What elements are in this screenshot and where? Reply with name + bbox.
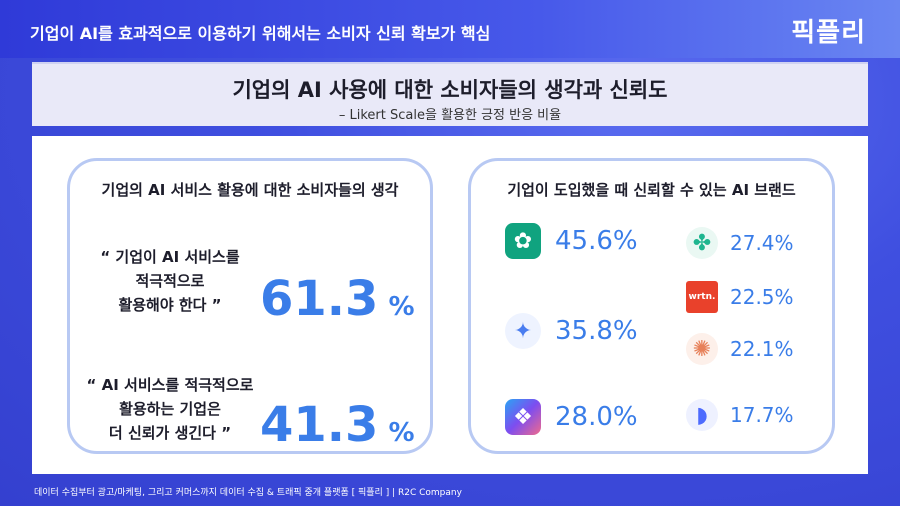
quote-1: “ 기업이 AI 서비스를 적극적으로 활용해야 한다 ”: [70, 245, 270, 317]
quote-line: 활용하는 기업은: [119, 400, 221, 418]
brand-value: 27.4%: [730, 231, 794, 255]
brand-value: 45.6%: [555, 226, 638, 256]
brand-value: 22.5%: [730, 285, 794, 309]
stat-value-2: 41.3%: [260, 397, 415, 453]
top-bar: 기업이 AI를 효과적으로 이용하기 위해서는 소비자 신뢰 확보가 핵심 픽플…: [0, 0, 900, 58]
chatgpt-logo-icon: ✿: [505, 223, 541, 259]
stat-value-1: 61.3%: [260, 271, 415, 327]
brand-logo: 픽플리: [791, 18, 866, 48]
page-title: 기업이 AI를 효과적으로 이용하기 위해서는 소비자 신뢰 확보가 핵심: [30, 24, 491, 43]
brand-item-wrtn: wrtn. 22.5%: [686, 281, 794, 313]
stat-unit: %: [388, 292, 415, 322]
quote-line: 적극적으로: [135, 272, 205, 290]
footer-text: 데이터 수집부터 광고/마케팅, 그리고 커머스까지 데이터 수집 & 트래픽 …: [34, 488, 462, 498]
brand-item-deepseek: ◗ 17.7%: [686, 399, 794, 431]
section-subtitle: – Likert Scale을 활용한 긍정 반응 비율: [338, 108, 562, 123]
stat-number: 61.3: [260, 271, 379, 327]
deepseek-logo-icon: ◗: [686, 399, 718, 431]
quote-line: “ AI 서비스를 적극적으로: [86, 376, 254, 394]
section-title: 기업의 AI 사용에 대한 소비자들의 생각과 신뢰도: [232, 78, 668, 102]
brand-value: 28.0%: [555, 402, 638, 432]
quote-2: “ AI 서비스를 적극적으로 활용하는 기업은 더 신뢰가 생긴다 ”: [70, 373, 270, 445]
brand-value: 35.8%: [555, 316, 638, 346]
stat-unit: %: [388, 418, 415, 448]
card-title: 기업의 AI 서비스 활용에 대한 소비자들의 생각: [101, 181, 399, 199]
main-panel: 기업의 AI 서비스 활용에 대한 소비자들의 생각 “ 기업이 AI 서비스를…: [32, 136, 868, 474]
gemini-logo-icon: ✦: [505, 313, 541, 349]
claude-logo-icon: ✺: [686, 333, 718, 365]
brand-item-copilot: ❖ 28.0%: [505, 399, 638, 435]
quote-line: 더 신뢰가 생긴다 ”: [108, 424, 232, 442]
section-header: 기업의 AI 사용에 대한 소비자들의 생각과 신뢰도 – Likert Sca…: [32, 62, 868, 126]
brand-item-4: ✤ 27.4%: [686, 227, 794, 259]
brand-value: 17.7%: [730, 403, 794, 427]
quote-line: 활용해야 한다 ”: [118, 296, 222, 314]
card-title: 기업이 도입했을 때 신뢰할 수 있는 AI 브랜드: [507, 181, 796, 199]
copilot-logo-icon: ❖: [505, 399, 541, 435]
brand-item-chatgpt: ✿ 45.6%: [505, 223, 638, 259]
wrtn-logo-icon: wrtn.: [686, 281, 718, 313]
stat-number: 41.3: [260, 397, 379, 453]
consumer-opinion-card: 기업의 AI 서비스 활용에 대한 소비자들의 생각 “ 기업이 AI 서비스를…: [67, 158, 433, 454]
teal-clover-logo-icon: ✤: [686, 227, 718, 259]
quote-line: “ 기업이 AI 서비스를: [100, 248, 240, 266]
ai-brand-trust-card: 기업이 도입했을 때 신뢰할 수 있는 AI 브랜드 ✿ 45.6% ✦ 35.…: [468, 158, 835, 454]
brand-item-gemini: ✦ 35.8%: [505, 313, 638, 349]
brand-item-claude: ✺ 22.1%: [686, 333, 794, 365]
brand-value: 22.1%: [730, 337, 794, 361]
